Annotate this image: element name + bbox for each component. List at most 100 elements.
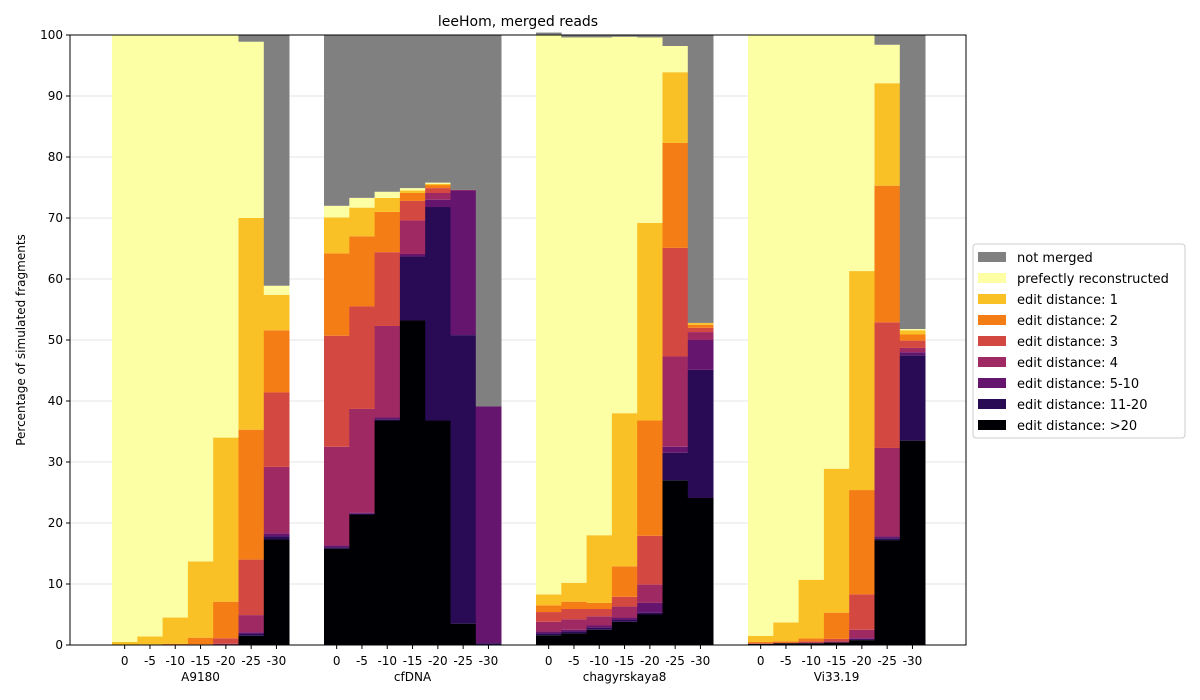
bar-segment-Vi33.19--30-s7 [899,329,926,331]
bar-segment-chagyrskaya8--25-s1 [662,452,689,481]
bar-segment-Vi33.19--20-s0 [849,640,875,645]
bar-segment-chagyrskaya8--10-s8 [586,35,613,38]
legend-swatch [978,252,1006,262]
legend-swatch [978,399,1006,409]
bar-segment-A9180--30-s4 [263,392,290,467]
bar-segment-chagyrskaya8--20-s0 [637,614,663,645]
legend-item-label: edit distance: 4 [1017,356,1118,371]
x-tick-label: -20 [428,654,448,668]
bar-segment-A9180--30-s0 [263,539,290,645]
legend-swatch [978,294,1006,304]
bar-segment-Vi33.19--15-s0 [823,642,850,645]
legend-box [972,243,1186,439]
x-tick-label: -25 [241,654,261,668]
bar-segment-cfDNA-0-s6 [324,217,350,254]
bar-segment-cfDNA--10-s1 [374,419,401,421]
bar-segment-Vi33.19--25-s5 [874,185,901,323]
bar-segment-chagyrskaya8--5-s0 [561,633,587,645]
bar-segment-chagyrskaya8--25-s4 [662,247,689,357]
bar-segment-cfDNA--20-s3 [425,192,451,200]
bar-segment-cfDNA--20-s4 [425,188,451,193]
bar-segment-chagyrskaya8-0-s6 [536,594,562,606]
legend-swatch [978,273,1006,283]
bar-segment-A9180-0-s6 [112,641,138,645]
bar-segment-cfDNA--15-s1 [399,256,426,321]
bar-segment-Vi33.19--25-s2 [874,536,901,539]
x-tick-label: -15 [191,654,211,668]
bar-segment-A9180-0-s7 [112,35,138,642]
bar-segment-A9180--20-s3 [213,643,239,645]
bar-segment-A9180--25-s4 [238,559,265,616]
bar-segment-cfDNA-0-s0 [324,548,350,645]
bar-segment-chagyrskaya8--10-s6 [586,535,613,603]
bar-segment-A9180--25-s0 [238,635,265,645]
bar-segment-A9180--10-s6 [162,617,189,644]
bar-segment-A9180--15-s5 [187,637,214,645]
bar-segment-Vi33.19--10-s5 [798,638,825,642]
x-tick-label: -15 [615,654,635,668]
legend-item-label: edit distance: 2 [1017,314,1118,329]
y-tick-label: 50 [48,333,63,347]
legend-item-label: edit distance: >20 [1017,419,1137,434]
bar-segment-Vi33.19--30-s2 [899,352,926,356]
bar-segment-Vi33.19--25-s0 [874,540,901,645]
y-tick-label: 10 [48,577,63,591]
bar-segment-cfDNA--30-s2 [475,406,502,644]
bar-segment-chagyrskaya8--15-s8 [611,35,638,37]
bar-segment-Vi33.19--15-s3 [823,641,850,643]
bar-segment-chagyrskaya8--5-s5 [561,601,587,610]
x-tick-label: -20 [216,654,236,668]
bar-segment-cfDNA--5-s3 [349,408,375,513]
bar-segment-A9180--15-s7 [187,35,214,562]
bar-segment-cfDNA--25-s0 [450,623,477,645]
y-tick-label: 40 [48,394,63,408]
x-tick-label: -5 [780,654,792,668]
bar-segment-Vi33.19--30-s1 [899,355,926,441]
bar-segment-A9180--30-s3 [263,466,290,534]
bar-segment-A9180--30-s8 [263,35,290,286]
bar-segment-Vi33.19--30-s6 [899,330,926,335]
bar-segment-Vi33.19--10-s0 [798,643,825,645]
x-tick-label: -30 [691,654,711,668]
bar-segment-Vi33.19--25-s6 [874,83,901,186]
y-tick-label: 60 [48,272,63,286]
bar-segment-chagyrskaya8--25-s7 [662,45,689,73]
bar-segment-chagyrskaya8-0-s2 [536,631,562,634]
x-axis-ticks: 0 -5 -10 -15 -20 -25 -30 0 -5 -10 -15 -20 -25 -30 0 -5-… [121,645,922,668]
bar-segment-cfDNA--30-s1 [475,643,502,645]
bar-segment-A9180--30-s1 [263,536,290,540]
bar-segment-chagyrskaya8--20-s3 [637,584,663,603]
bar-segment-Vi33.19-0-s6 [748,635,774,642]
bar-segment-chagyrskaya8--20-s4 [637,535,663,585]
bar-segment-cfDNA--25-s2 [450,190,477,336]
bar-segment-chagyrskaya8--15-s2 [611,617,638,620]
y-tick-label: 0 [55,638,63,652]
bar-segment-Vi33.19-0-s0 [748,643,774,645]
bar-segment-Vi33.19--20-s2 [849,638,875,640]
legend-item-label: edit distance: 3 [1017,335,1118,350]
bar-segment-cfDNA--25-s8 [450,35,477,190]
legend-swatch [978,336,1006,346]
bar-segment-chagyrskaya8--25-s5 [662,142,689,248]
bar-segment-cfDNA--20-s0 [425,420,451,645]
bar-segment-cfDNA--10-s2 [374,417,401,420]
bar-segment-chagyrskaya8--15-s4 [611,596,638,607]
bar-segment-Vi33.19--10-s4 [798,641,825,643]
bar-segment-chagyrskaya8--25-s6 [662,72,689,143]
bar-segment-cfDNA--15-s2 [399,253,426,257]
x-tick-label: 0 [333,654,341,668]
bar-segment-chagyrskaya8--5-s1 [561,631,587,634]
bar-segment-Vi33.19--20-s7 [849,35,875,272]
bar-segment-A9180--5-s6 [137,636,163,645]
bar-segment-cfDNA-0-s7 [324,205,350,218]
bar-segment-chagyrskaya8--20-s5 [637,420,663,536]
bar-segment-Vi33.19--20-s1 [849,639,875,641]
bar-segment-cfDNA--15-s5 [399,192,426,201]
bar-segment-A9180--25-s3 [238,615,265,633]
bar-segment-chagyrskaya8--30-s8 [687,35,714,323]
bar-segment-cfDNA--20-s1 [425,207,451,421]
x-tick-label: -25 [665,654,685,668]
bar-segment-Vi33.19--5-s0 [773,643,799,645]
legend: not merged prefectly reconstructed edit di… [972,243,1186,439]
x-tick-label: 0 [757,654,765,668]
